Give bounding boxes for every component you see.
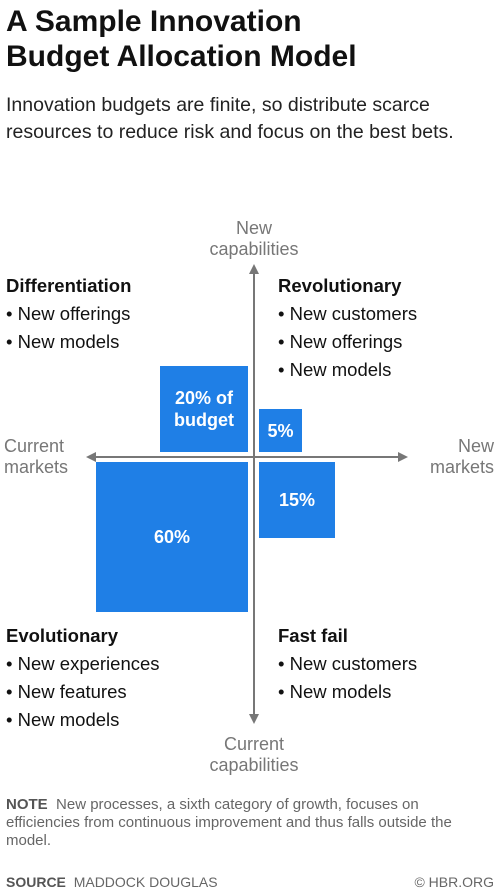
quadrant-title-fast-fail: Fast fail <box>278 625 348 646</box>
axis-label-top-line-1: New <box>235 218 272 238</box>
axis-label-bottom: Current capabilities <box>198 734 310 776</box>
title-line-1: A Sample Innovation <box>6 5 302 38</box>
axis-label-top-line-2: capabilities <box>209 239 299 259</box>
note-label: NOTE <box>6 796 48 813</box>
axis-label-bottom-line-1: Current <box>223 734 285 754</box>
quadrant-title-evolutionary: Evolutionary <box>6 625 119 646</box>
source-line: SOURCE MADDOCK DOUGLAS <box>6 874 218 890</box>
allocation-box-fast-fail: 15% <box>259 462 335 538</box>
list-item: New customers <box>278 300 417 328</box>
axis-label-bottom-line-2: capabilities <box>209 755 299 775</box>
list-item: New models <box>278 356 417 384</box>
quadrant-list-evolutionary: New experiences New features New models <box>6 650 160 734</box>
axis-label-left-line-1: Current <box>4 436 65 456</box>
allocation-label-revolutionary: 5% <box>267 420 294 441</box>
axis-label-left-line-2: markets <box>4 457 69 477</box>
page-subtitle: Innovation budgets are finite, so distri… <box>6 94 454 143</box>
allocation-label-fast-fail: 15% <box>278 490 316 510</box>
allocation-box-evolutionary: 60% <box>96 462 248 612</box>
credit: © HBR.ORG <box>414 874 494 890</box>
allocation-label-differentiation-line-2: budget <box>174 410 234 430</box>
quadrant-title-revolutionary: Revolutionary <box>278 275 402 296</box>
axis-label-right: New markets <box>430 436 494 478</box>
allocation-label-evolutionary: 60% <box>153 527 191 547</box>
allocation-box-revolutionary: 5% <box>259 409 302 452</box>
axis-arrow-up-icon <box>249 264 259 274</box>
axis-label-left: Current markets <box>4 436 68 478</box>
list-item: New customers <box>278 650 417 678</box>
list-item: New experiences <box>6 650 160 678</box>
list-item: New features <box>6 678 160 706</box>
quadrant-list-differentiation: New offerings New models <box>6 300 131 356</box>
allocation-label-differentiation-line-1: 20% of <box>174 388 234 408</box>
axis-arrow-right-icon <box>398 452 408 462</box>
allocation-box-differentiation: 20% of budget <box>160 366 248 452</box>
source-label: SOURCE <box>6 874 66 890</box>
list-item: New models <box>6 328 130 356</box>
list-item: New models <box>6 706 160 734</box>
axis-label-top: New capabilities <box>198 218 310 260</box>
axis-arrow-down-icon <box>249 714 259 724</box>
title-line-2: Budget Allocation Model <box>6 40 357 73</box>
list-item: New models <box>278 678 417 706</box>
list-item: New offerings <box>6 300 131 328</box>
quadrant-title-differentiation: Differentiation <box>6 275 132 296</box>
axis-label-right-line-1: New <box>457 436 494 456</box>
note-text: New processes, a sixth category of growt… <box>6 796 452 849</box>
quadrant-list-fast-fail: New customers New models <box>278 650 417 706</box>
axis-label-right-line-2: markets <box>429 457 494 477</box>
source-text: MADDOCK DOUGLAS <box>73 874 218 890</box>
axis-arrow-left-icon <box>86 452 96 462</box>
page-title: A Sample Innovation Budget Allocation Mo… <box>6 4 496 74</box>
list-item: New offerings <box>278 328 417 356</box>
quadrant-list-revolutionary: New customers New offerings New models <box>278 300 417 384</box>
footnote: NOTE New processes, a sixth category of … <box>6 796 496 850</box>
